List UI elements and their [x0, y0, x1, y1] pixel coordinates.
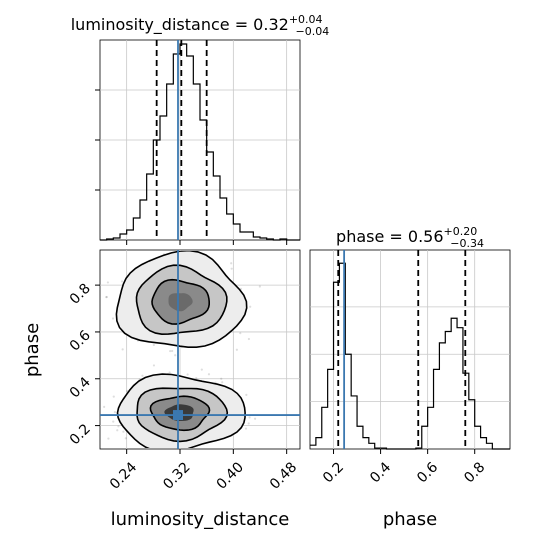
luminosity-distance-title: luminosity_distance = 0.32+0.04 −0.04 — [71, 13, 330, 38]
x-tick-label: 0.40 — [214, 459, 247, 492]
sample-point — [230, 267, 233, 270]
panel-phase-hist: 0.2 0.4 0.6 0.8 phase = 0.56+0.20 −0.34 — [309, 225, 511, 486]
sample-point — [120, 280, 124, 283]
x-axis-label-phase: phase — [383, 509, 437, 530]
sample-point — [258, 285, 261, 288]
x-tick-label: 0.24 — [107, 459, 140, 492]
sample-point — [113, 410, 117, 414]
sample-point — [107, 437, 110, 440]
sample-point — [103, 405, 106, 408]
sample-point — [171, 349, 174, 353]
sample-point — [174, 354, 177, 357]
sample-point — [84, 409, 86, 411]
density-contour — [151, 278, 210, 325]
x-tick-label: 0.48 — [267, 459, 300, 492]
sample-point — [239, 332, 242, 335]
sample-point — [117, 425, 120, 428]
sample-point — [147, 455, 149, 457]
sample-point — [200, 368, 203, 371]
sample-point — [253, 417, 257, 420]
x-tick-label: 0.8 — [461, 459, 488, 486]
phase-histogram — [310, 262, 510, 450]
sample-point — [169, 349, 172, 353]
x-axis-label-luminosity-distance: luminosity_distance — [111, 509, 290, 530]
sample-point — [91, 279, 93, 281]
sample-point — [221, 381, 224, 384]
sample-point — [105, 295, 108, 299]
x-tick-label: 0.4 — [367, 459, 394, 486]
sample-point — [247, 422, 250, 425]
x-tick-label: 0.32 — [160, 459, 193, 492]
sample-point — [192, 450, 194, 452]
sample-point — [124, 437, 127, 440]
y-tick-label: 0.2 — [67, 421, 94, 448]
sample-point — [111, 317, 115, 320]
sample-point — [168, 371, 171, 374]
sample-point — [248, 416, 251, 419]
density-contour — [135, 264, 228, 336]
sample-point — [152, 343, 155, 347]
y-tick-label: 0.8 — [67, 281, 94, 308]
y-tick-label: 0.4 — [67, 374, 94, 401]
panel-2d-luminosity-distance-phase: 0.24 0.32 0.40 0.48 0.2 0.4 0.6 0.8 — [67, 249, 301, 493]
sample-point — [152, 364, 156, 367]
sample-point — [167, 458, 169, 460]
sample-point — [247, 337, 250, 341]
sample-point — [195, 376, 198, 380]
sample-point — [220, 377, 223, 380]
y-tick-label: 0.6 — [67, 327, 94, 354]
sample-point — [106, 281, 110, 284]
x-tick-label: 0.6 — [414, 459, 441, 486]
density-fill — [168, 293, 193, 312]
sample-point — [230, 262, 233, 265]
sample-point — [144, 453, 146, 455]
luminosity-distance-histogram — [100, 43, 300, 241]
sample-point — [244, 427, 248, 430]
phase-title: phase = 0.56+0.20 −0.34 — [336, 225, 484, 250]
density-contour — [116, 373, 246, 448]
sample-point — [112, 395, 115, 398]
panel-luminosity-distance-hist: luminosity_distance = 0.32+0.04 −0.04 — [71, 13, 330, 245]
x-tick-label: 0.2 — [320, 459, 347, 486]
sample-point — [245, 393, 248, 396]
y-axis-label-phase: phase — [22, 323, 43, 377]
sample-point — [186, 373, 189, 376]
sample-point — [116, 429, 119, 432]
sample-point — [166, 450, 168, 452]
sample-point — [105, 296, 108, 299]
density-contour — [115, 251, 248, 348]
density-contour — [149, 395, 211, 432]
sample-point — [112, 420, 115, 423]
sample-point — [235, 348, 238, 351]
sample-point — [249, 305, 252, 308]
sample-point — [122, 430, 125, 433]
density-contour — [136, 387, 229, 443]
sample-point — [121, 348, 124, 351]
sample-point — [141, 374, 144, 377]
truth-marker — [173, 410, 183, 421]
sample-point — [207, 373, 211, 376]
